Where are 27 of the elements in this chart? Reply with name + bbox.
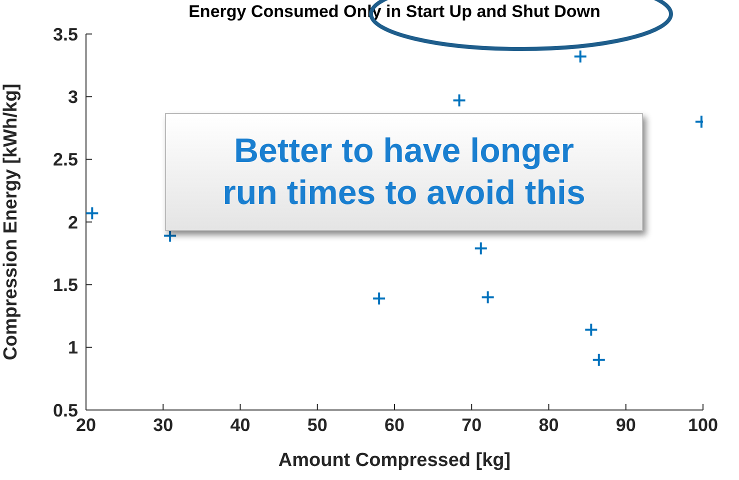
point: [86, 206, 100, 220]
x-tick-label: 100: [688, 414, 718, 435]
y-axis-title: Compression Energy [kWh/kg]: [0, 84, 22, 360]
x-tick-label: 90: [616, 414, 636, 435]
y-tick-label: 3: [68, 87, 78, 108]
point: [573, 50, 588, 64]
x-tick-label: 80: [538, 414, 559, 435]
y-tick-label: 2: [68, 212, 78, 232]
point: [452, 93, 466, 108]
x-tick-label: 50: [307, 414, 328, 435]
callout-box: Better to have longer run times to avoid this: [165, 113, 643, 231]
x-tick-label: 20: [76, 414, 96, 435]
point: [372, 291, 386, 306]
x-tick-label: 30: [153, 414, 174, 435]
point: [474, 241, 488, 256]
x-axis-title: Amount Compressed [kg]: [278, 450, 511, 471]
y-tick-label: 3.5: [52, 24, 78, 44]
point: [584, 322, 598, 337]
point: [592, 352, 606, 367]
x-tick-label: 40: [230, 414, 250, 435]
x-tick-label: 60: [384, 414, 405, 435]
y-tick-label: 1.5: [52, 275, 78, 296]
point: [480, 290, 495, 304]
y-tick-label: 0.5: [52, 400, 78, 420]
y-tick-label: 2.5: [52, 150, 78, 170]
y-tick-label: 1: [68, 338, 78, 358]
x-tick-label: 70: [462, 414, 482, 435]
